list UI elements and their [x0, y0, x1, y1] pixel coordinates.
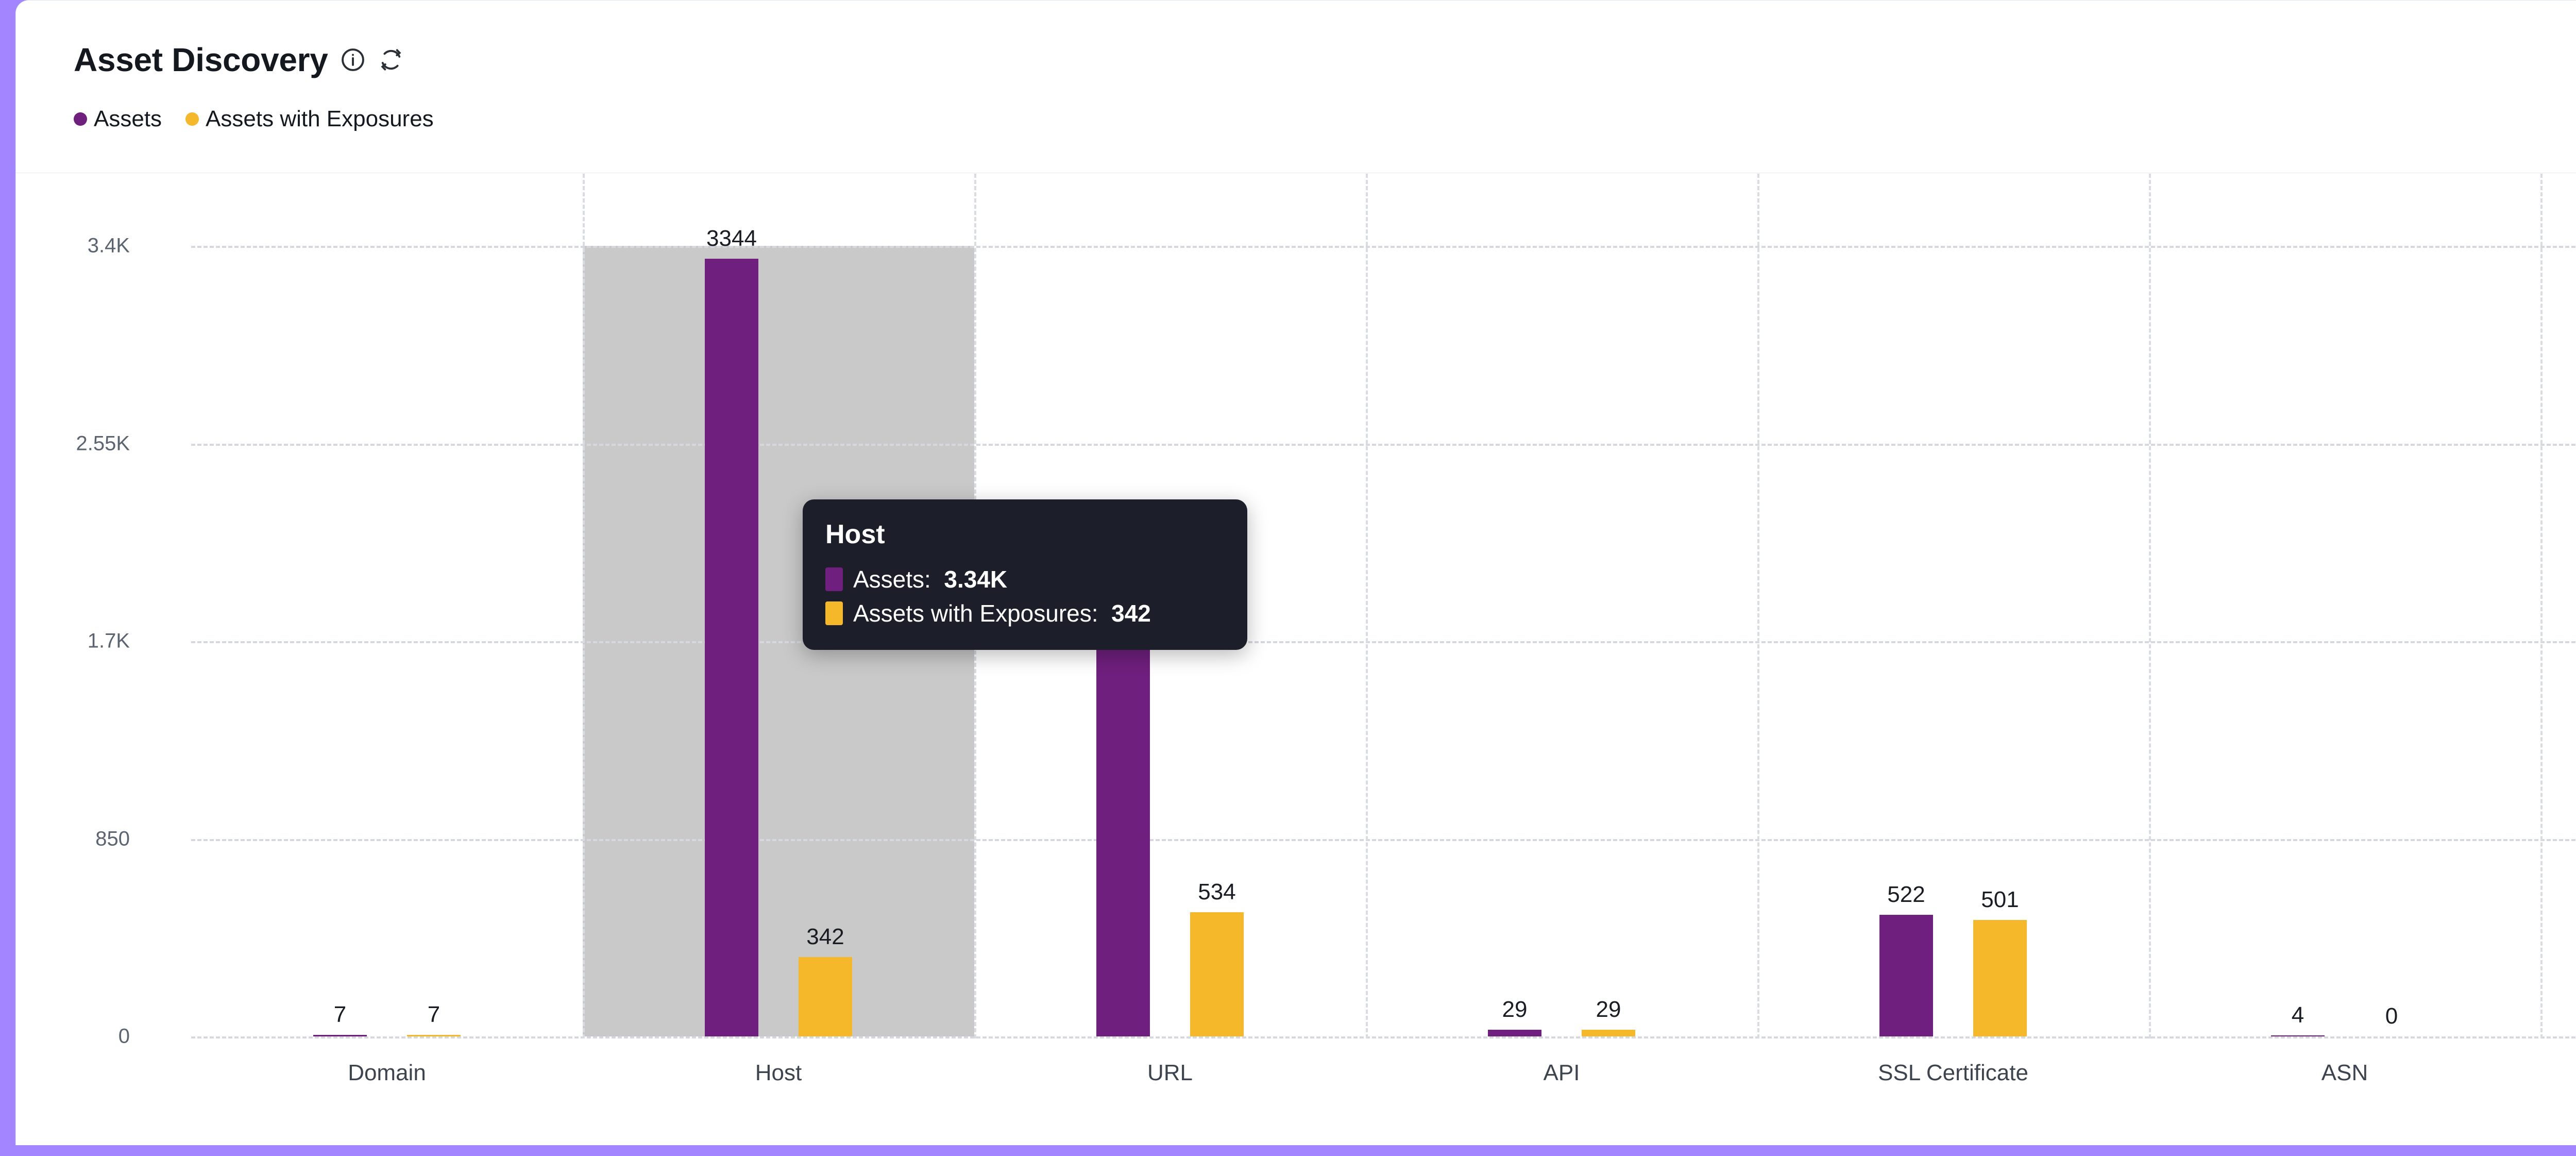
x-axis-label-api: API — [1543, 1060, 1580, 1085]
chart-legend: Assets Assets with Exposures — [74, 106, 434, 132]
page-title: Asset Discovery — [74, 41, 328, 78]
gridline-vertical — [1757, 174, 1759, 1038]
tooltip-title: Host — [825, 520, 885, 549]
bar-assets-url[interactable] — [1096, 607, 1150, 1036]
gridline — [191, 443, 2576, 446]
tooltip-text-assets-with-exposures: Assets with Exposures: 342 — [853, 599, 1151, 627]
legend-label-assets-with-exposures: Assets with Exposures — [206, 106, 434, 131]
x-axis-label-url: URL — [1147, 1060, 1193, 1085]
bar-assets-asn[interactable] — [2271, 1035, 2325, 1036]
tooltip-label-assets: Assets: — [853, 566, 931, 593]
bar-assets-with-exposures-url[interactable] — [1190, 912, 1244, 1036]
tooltip-swatch-assets — [825, 567, 843, 591]
tooltip-label-assets-with-exposures: Assets with Exposures: — [853, 600, 1098, 627]
bar-value-label: 501 — [1981, 886, 2019, 912]
bar-value-label: 342 — [806, 924, 844, 949]
bar-value-label: 3344 — [706, 226, 757, 252]
x-axis-label-asn: ASN — [2321, 1060, 2368, 1085]
tooltip-row-assets: Assets: 3.34K — [825, 565, 1225, 593]
bar-value-label: 0 — [2385, 1003, 2398, 1029]
tooltip-text-assets: Assets: 3.34K — [853, 565, 1007, 593]
asset-discovery-card: Asset Discovery — [15, 0, 2576, 1145]
gridline-vertical — [1366, 174, 1368, 1038]
y-axis-tick-label: 2.55K — [76, 432, 130, 455]
gridline-vertical — [583, 174, 585, 1038]
legend-swatch-assets — [74, 112, 87, 126]
info-circle-icon[interactable] — [340, 46, 366, 73]
gridline — [191, 839, 2576, 841]
card-header: Asset Discovery — [16, 1, 2576, 173]
gridline-vertical — [2540, 174, 2543, 1038]
bar-assets-domain[interactable] — [313, 1034, 367, 1036]
y-axis-tick-label: 3.4K — [87, 234, 130, 257]
gridline — [191, 246, 2576, 248]
bar-assets-with-exposures-ssl-certificate[interactable] — [1973, 919, 2027, 1036]
legend-item-assets-with-exposures[interactable]: Assets with Exposures — [185, 106, 434, 132]
tooltip-value-assets-with-exposures: 342 — [1111, 600, 1151, 627]
bar-value-label: 7 — [333, 1001, 347, 1027]
chart-tooltip: Host Assets: 3.34K Assets with Exposures… — [803, 499, 1247, 650]
bar-value-label: 7 — [427, 1001, 440, 1027]
grid-area — [191, 174, 2576, 1038]
gridline — [191, 1036, 2576, 1038]
y-axis-tick-label: 850 — [95, 827, 130, 850]
bar-value-label: 534 — [1198, 879, 1236, 905]
x-axis-label-domain: Domain — [348, 1060, 426, 1085]
bar-value-label: 4 — [2291, 1002, 2304, 1028]
bar-assets-with-exposures-domain[interactable] — [407, 1034, 461, 1036]
legend-swatch-assets-with-exposures — [185, 112, 199, 126]
tooltip-swatch-assets-with-exposures — [825, 601, 843, 625]
gridline — [191, 641, 2576, 643]
y-axis-tick-label: 0 — [118, 1025, 130, 1048]
bar-assets-with-exposures-host[interactable] — [799, 957, 852, 1036]
bar-value-label: 29 — [1596, 996, 1621, 1022]
bar-assets-host[interactable] — [705, 259, 758, 1036]
bar-value-label: 522 — [1887, 882, 1925, 908]
bar-value-label: 29 — [1502, 996, 1528, 1022]
gridline-vertical — [2149, 174, 2151, 1038]
tooltip-value-assets: 3.34K — [944, 566, 1008, 593]
legend-item-assets[interactable]: Assets — [74, 106, 162, 132]
title-row: Asset Discovery — [74, 41, 404, 79]
x-axis-label-host: Host — [755, 1060, 802, 1085]
refresh-icon[interactable] — [378, 46, 404, 73]
legend-label-assets: Assets — [94, 106, 162, 131]
bar-assets-api[interactable] — [1488, 1029, 1541, 1036]
x-axis-label-ssl-certificate: SSL Certificate — [1878, 1060, 2028, 1085]
bar-assets-with-exposures-api[interactable] — [1582, 1029, 1635, 1036]
tooltip-row-assets-with-exposures: Assets with Exposures: 342 — [825, 599, 1225, 627]
y-axis-tick-label: 1.7K — [87, 629, 130, 652]
bar-assets-ssl-certificate[interactable] — [1879, 915, 1933, 1036]
